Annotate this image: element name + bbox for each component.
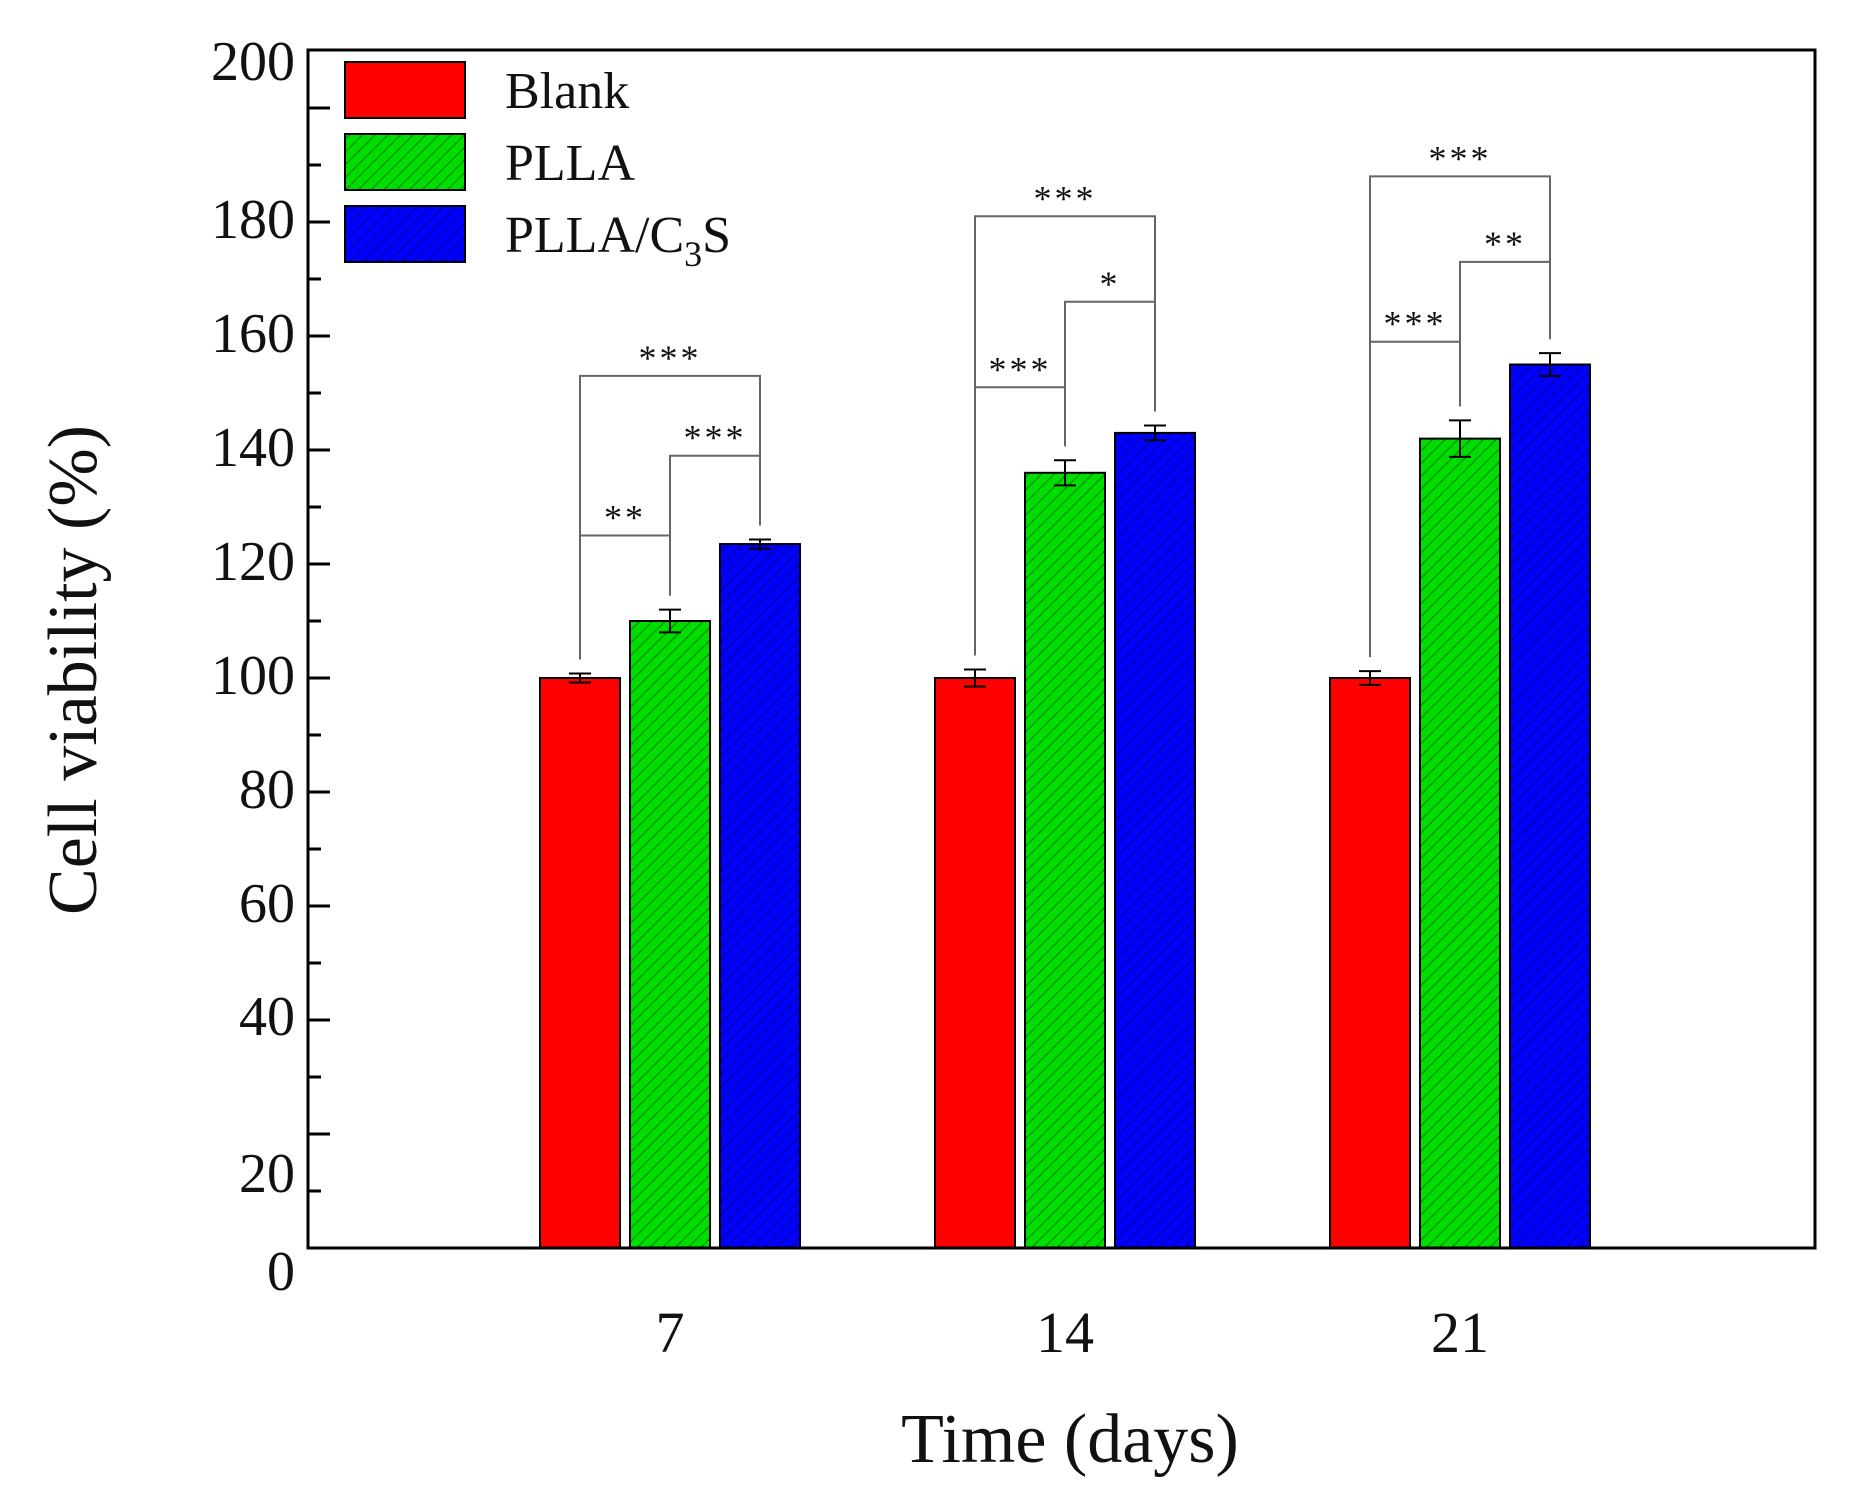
legend-label-plla-c3s: PLLA/C3S: [505, 207, 731, 274]
bar-hatch-plla-c3s-day-14: [1115, 432, 1195, 1248]
significance-bracket-2: [579, 374, 761, 660]
x-tick-label-7: 7: [656, 1300, 685, 1365]
bar-blank-day-14: [934, 677, 1016, 1249]
significance-label-8: ***: [1429, 138, 1492, 178]
x-tick-label-21: 21: [1431, 1300, 1489, 1365]
bar-hatch-plla-day-7: [630, 621, 710, 1248]
bar-hatch-plla-day-21: [1420, 438, 1500, 1249]
legend-swatch-hatch-plla: [345, 134, 465, 190]
legend-label-tail-plla-c3s: S: [702, 207, 731, 264]
y-tick-label-180: 180: [211, 189, 295, 251]
legend-label-plla: PLLA: [505, 135, 635, 192]
bar-hatch-plla-day-14: [1025, 472, 1105, 1248]
legend-swatch-hatch-plla-c3s: [345, 206, 465, 262]
legend-label-main-plla-c3s: PLLA/C: [505, 207, 684, 264]
y-tick-label-120: 120: [211, 531, 295, 593]
y-tick-label-20: 20: [239, 1143, 295, 1205]
bar-hatch-plla-c3s-day-7: [720, 544, 800, 1248]
significance-label-7: **: [1484, 224, 1526, 264]
significance-label-1: ***: [684, 418, 747, 458]
significance-bracket-8: [1369, 175, 1551, 658]
y-tick-label-140: 140: [211, 417, 295, 479]
y-tick-label-40: 40: [239, 986, 295, 1048]
y-tick-label-60: 60: [239, 873, 295, 935]
x-tick-label-14: 14: [1036, 1300, 1094, 1365]
y-tick-label-0: 0: [267, 1241, 295, 1303]
x-axis-title: Time (days): [901, 1401, 1239, 1478]
significance-bracket-4: [1064, 300, 1156, 447]
y-axis-title: Cell viability (%): [35, 425, 112, 915]
y-tick-label-160: 160: [211, 303, 295, 365]
bar-blank-day-7: [539, 677, 621, 1249]
significance-label-5: ***: [1034, 178, 1097, 218]
legend-label-subscript-plla-c3s: 3: [684, 234, 702, 274]
y-tick-label-100: 100: [211, 645, 295, 707]
legend-label-main-blank: Blank: [505, 63, 629, 120]
legend-swatch-blank: [344, 61, 466, 119]
significance-bracket-5: [974, 215, 1156, 656]
significance-label-6: ***: [1384, 304, 1447, 344]
y-tick-label-80: 80: [239, 759, 295, 821]
bar-hatch-plla-c3s-day-21: [1510, 364, 1590, 1248]
plot-frame: [306, 48, 1817, 1250]
bar-blank-day-21: [1329, 677, 1411, 1249]
significance-label-0: **: [604, 498, 646, 538]
significance-label-3: ***: [989, 349, 1052, 389]
y-tick-label-200: 200: [211, 31, 295, 93]
significance-label-2: ***: [639, 338, 702, 378]
significance-label-4: *: [1100, 264, 1121, 304]
legend-label-main-plla: PLLA: [505, 135, 635, 192]
legend-label-blank: Blank: [505, 63, 629, 120]
